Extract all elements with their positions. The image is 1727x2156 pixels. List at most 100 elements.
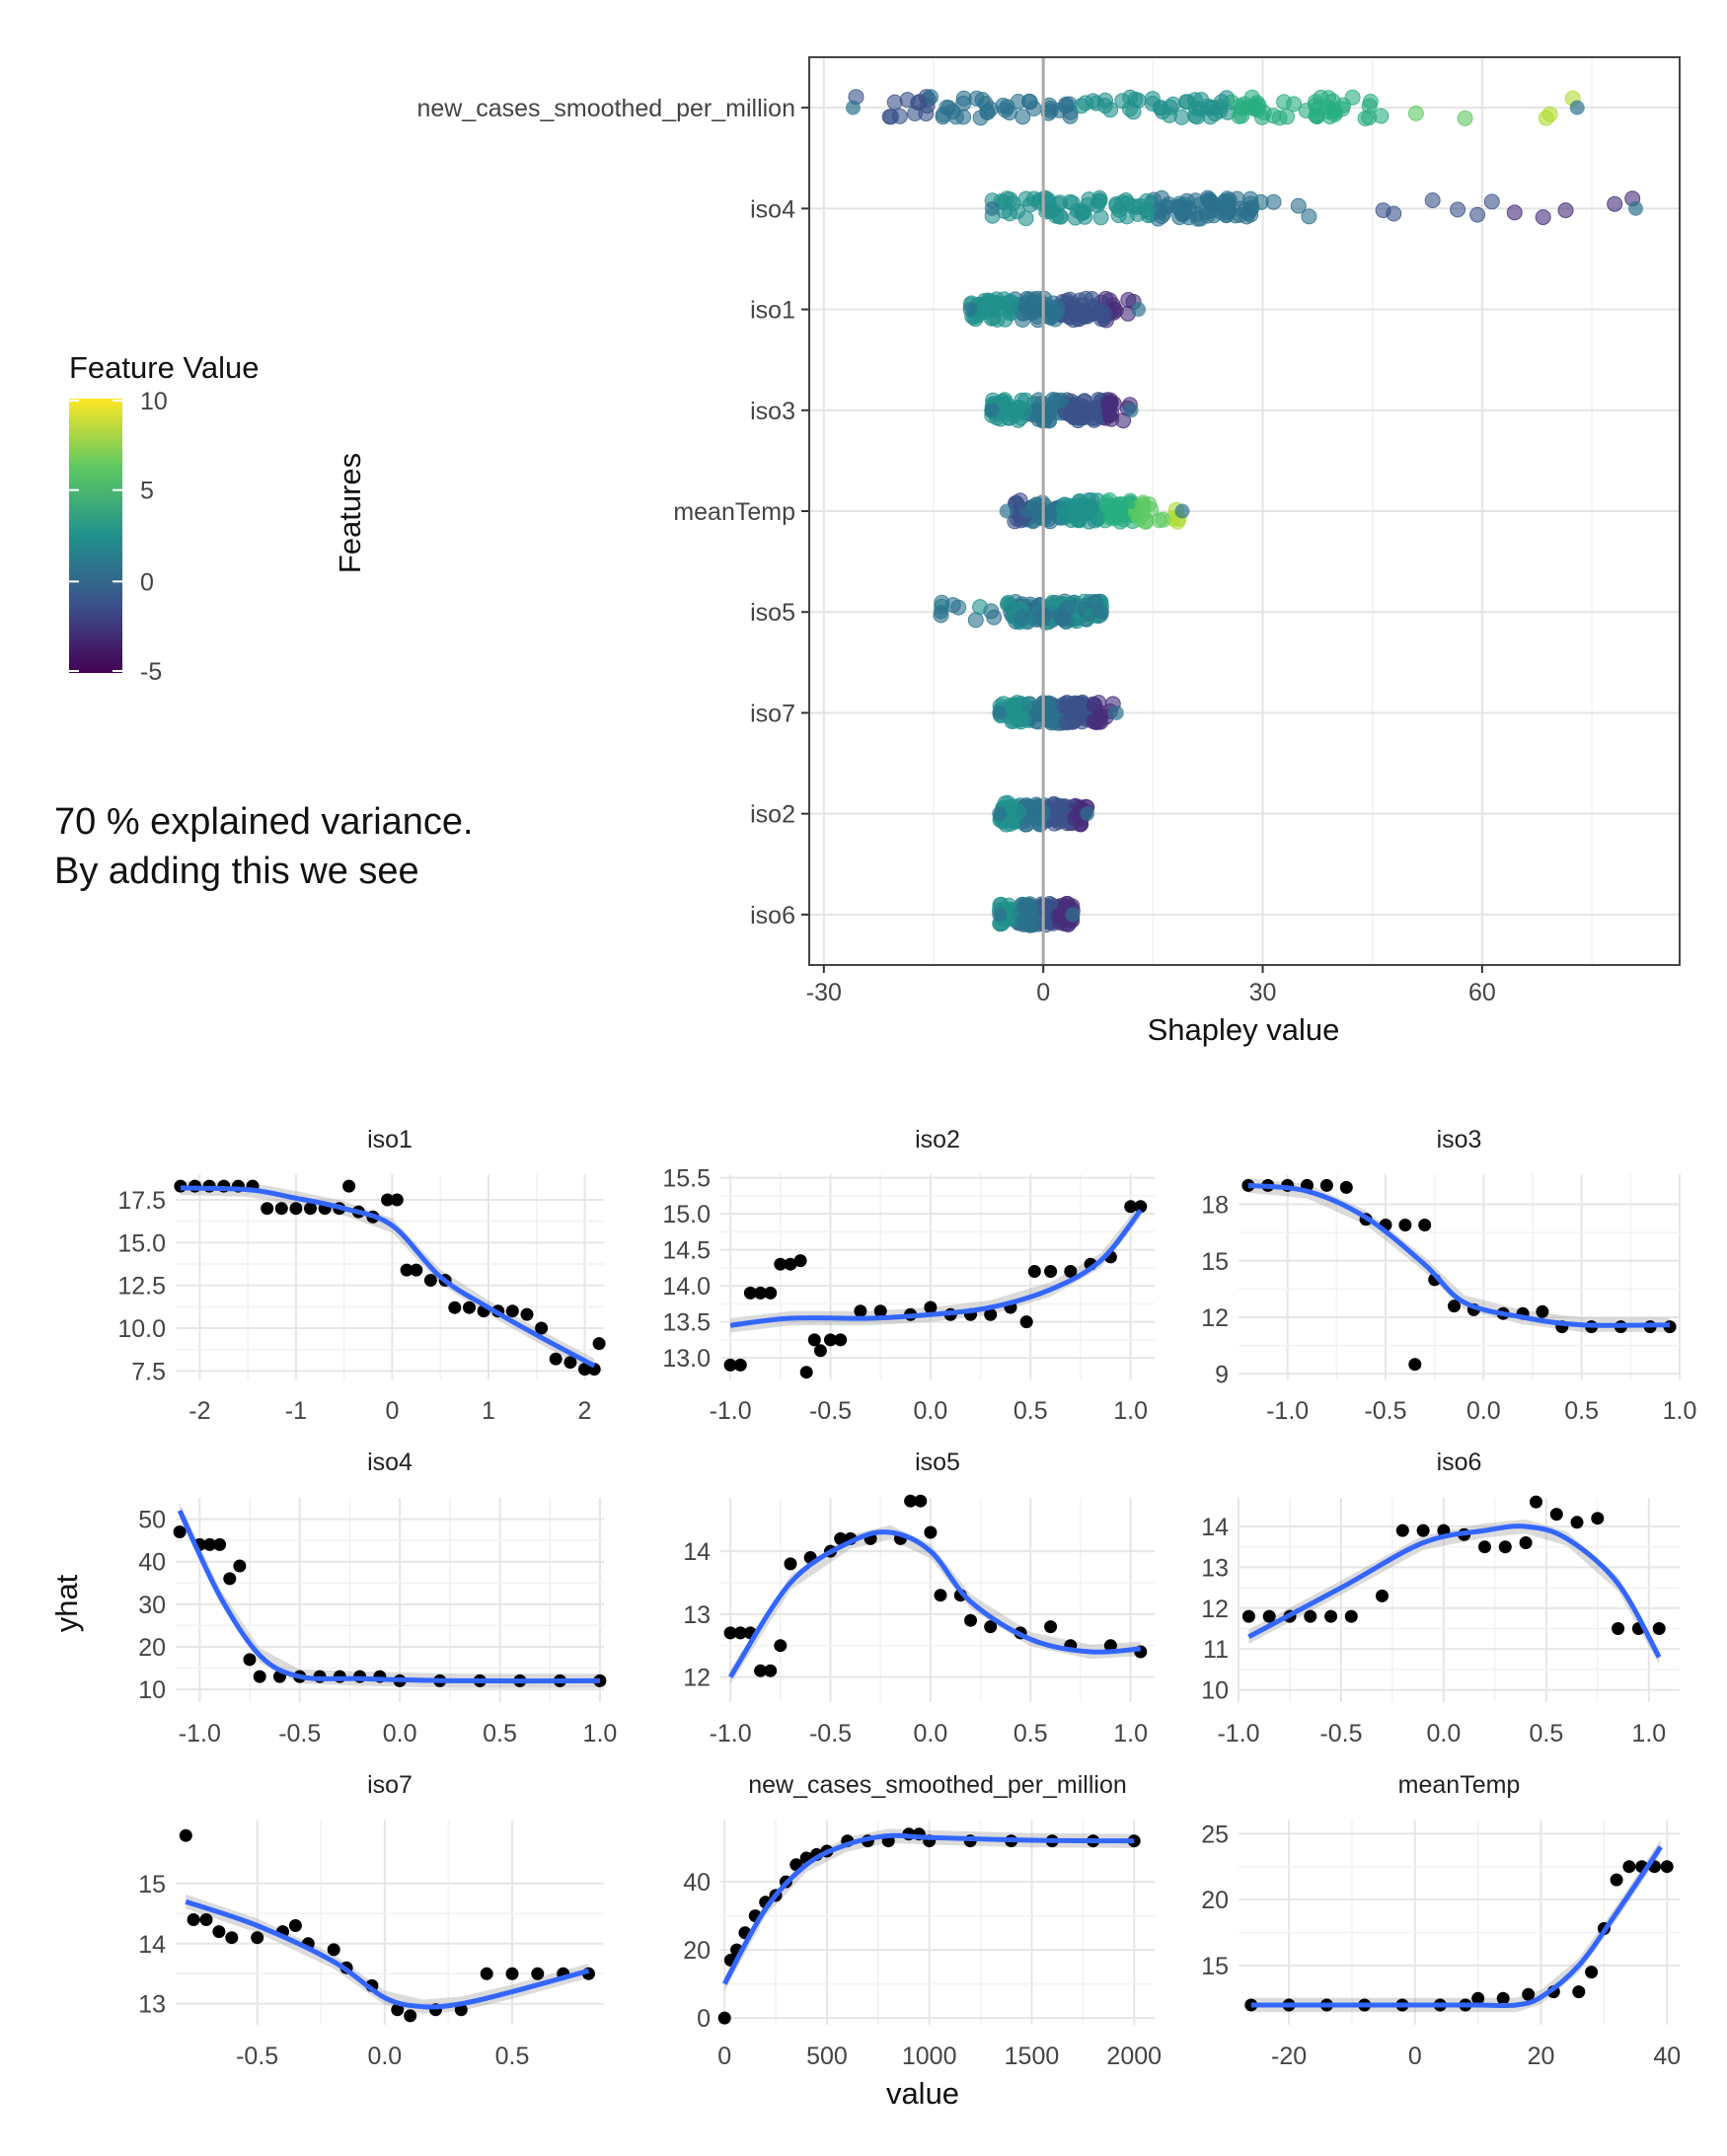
pdp-point [807, 1333, 821, 1347]
shap-point [1057, 506, 1074, 523]
pdp-x-tick-label: 0.0 [367, 2043, 402, 2070]
pdp-point [225, 1931, 239, 1945]
pdp-point [173, 1525, 187, 1538]
shap-point [1271, 110, 1288, 126]
shap-point [1131, 302, 1147, 318]
pdp-y-tick-label: 15.0 [662, 1201, 711, 1228]
shap-point [911, 94, 928, 111]
pdp-point [400, 1263, 413, 1277]
shap-point [1087, 409, 1103, 426]
pdp-point [251, 1931, 264, 1945]
pdp-y-tick-label: 17.5 [117, 1187, 166, 1215]
pdp-x-tick-label: 0.0 [914, 1397, 948, 1425]
pdp-panel-title: iso7 [367, 1771, 413, 1799]
shap-point [1407, 105, 1424, 121]
pdp-x-tick-label: -0.5 [236, 2043, 278, 2070]
shap-point [1144, 91, 1161, 108]
pdp-x-tick-label: 0.0 [1466, 1397, 1501, 1425]
pdp-y-tick-label: 10 [1201, 1677, 1229, 1705]
pdp-y-tick-label: 7.5 [131, 1358, 166, 1385]
shap-feature-label: iso5 [750, 599, 795, 627]
pdp-panel-iso5: -1.0 -0.5 0.0 0.5 1.0 14 13 12 iso5 [683, 1449, 1155, 1747]
pdp-y-tick-label: 12 [1201, 1304, 1229, 1332]
pdp-point [381, 1193, 395, 1207]
pdp-point [463, 1301, 476, 1314]
shap-point [1286, 96, 1303, 112]
pdp-y-axis-title: yhat [49, 1574, 84, 1632]
pdp-smooth-line [185, 1898, 590, 2010]
pdp-point [1530, 1495, 1542, 1509]
pdp-panel-title: iso1 [367, 1126, 413, 1153]
pdp-x-tick-label: 20 [1528, 2043, 1555, 2070]
shap-point [1086, 713, 1102, 730]
pdp-panel-iso3: -1.0 -0.5 0.0 0.5 1.0 18 15 12 9 iso3 [1201, 1126, 1696, 1425]
pdp-point [793, 1254, 807, 1268]
pdp-point [563, 1356, 577, 1370]
pdp-smooth-line [722, 1832, 1135, 1985]
shap-point [984, 403, 1000, 418]
pdp-point [304, 1202, 317, 1216]
pdp-y-tick-label: 10.0 [117, 1315, 166, 1343]
pdp-x-tick-label: 40 [1653, 2043, 1681, 2070]
shap-point [1065, 907, 1081, 923]
shap-point [979, 104, 996, 119]
pdp-y-tick-label: 12.5 [117, 1273, 166, 1301]
shap-y-axis-title: Features [333, 453, 367, 573]
pdp-y-tick-label: 14 [683, 1538, 711, 1566]
shap-point [992, 705, 1008, 720]
pdp-point [327, 1943, 340, 1957]
shap-point [1174, 503, 1190, 519]
shap-point [1141, 496, 1158, 513]
shap-point [1424, 192, 1441, 208]
shap-point [1123, 403, 1139, 418]
pdp-x-tick-label: 1 [482, 1397, 495, 1425]
pdp-point [233, 1559, 247, 1573]
pdp-panel-new_cases_smoothed_per_million: 0 500 1000 1500 2000 40 20 0 new_cases_smoothed_… [683, 1771, 1162, 2070]
pdp-point [723, 1626, 737, 1640]
shap-point [1095, 304, 1111, 321]
pdp-point [1262, 1609, 1276, 1623]
pdp-point [914, 1494, 928, 1508]
pdp-y-tick-label: 20 [138, 1634, 166, 1662]
shap-point [1199, 207, 1216, 224]
pdp-point [799, 1366, 813, 1379]
shap-x-tick-label: -30 [806, 979, 842, 1006]
pdp-x-tick-label: 1.0 [1631, 1720, 1666, 1747]
shap-point [1091, 192, 1108, 209]
shap-feature-label: iso3 [750, 398, 795, 425]
pdp-x-tick-label: -1.0 [179, 1720, 221, 1747]
pdp-y-tick-label: 20 [683, 1937, 711, 1965]
pdp-point [531, 1967, 545, 1980]
pdp-x-tick-label: 0.5 [495, 2043, 530, 2070]
shap-point [1076, 308, 1092, 325]
pdp-point [1319, 1178, 1333, 1192]
pdp-x-tick-label: 500 [806, 2043, 848, 2070]
pdp-point [223, 1572, 237, 1586]
pdp-x-tick-label: 0.5 [1564, 1397, 1599, 1425]
shap-feature-label: new_cases_smoothed_per_million [416, 95, 795, 122]
shap-point [992, 806, 1008, 822]
pdp-point [1339, 1180, 1353, 1194]
pdp-point [873, 1304, 887, 1318]
shap-point [1059, 600, 1076, 617]
pdp-point [578, 1363, 591, 1376]
pdp-point [1344, 1609, 1358, 1623]
shap-point [1231, 108, 1247, 124]
shap-point [1290, 197, 1307, 214]
shap-point [1015, 402, 1032, 418]
shap-point [1119, 194, 1136, 211]
pdp-point [199, 1913, 213, 1926]
legend-tick-label: 5 [140, 478, 154, 505]
pdp-point [480, 1967, 493, 1980]
note-line-1: 70 % explained variance. [54, 801, 474, 843]
shap-point [891, 108, 908, 124]
shap-points-meanTemp [999, 492, 1190, 530]
shap-grid [809, 57, 1680, 965]
pdp-y-tick-label: 13 [1201, 1554, 1229, 1582]
pdp-x-tick-label: -20 [1271, 2043, 1307, 2070]
pdp-y-tick-label: 15.5 [662, 1165, 711, 1193]
shap-point [1243, 199, 1260, 216]
pdp-point [1019, 1315, 1033, 1329]
pdp-x-tick-label: 1500 [1005, 2043, 1060, 2070]
pdp-panel-iso1: -2 -1 0 1 2 17.5 15.0 12.5 10.0 7.5 iso1 [117, 1126, 606, 1425]
